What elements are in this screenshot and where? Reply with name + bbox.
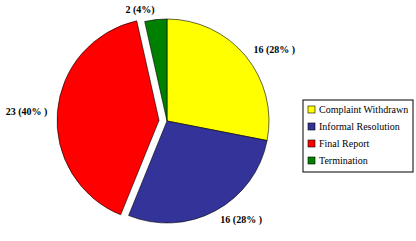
legend-label: Termination xyxy=(319,155,368,166)
data-labels: 16 (28% ) 16 (28% ) 23 (40% ) 2 (4%) xyxy=(6,4,295,226)
legend: Complaint Withdrawn Informal Resolution Fi… xyxy=(303,100,413,172)
slice xyxy=(145,19,167,121)
data-label: 23 (40% ) xyxy=(6,106,48,118)
legend-swatch xyxy=(308,123,315,130)
legend-swatch xyxy=(308,106,315,113)
pie xyxy=(57,19,269,223)
legend-label: Informal Resolution xyxy=(319,121,400,132)
legend-swatch xyxy=(308,157,315,164)
data-label: 16 (28% ) xyxy=(253,44,295,56)
slice xyxy=(57,21,159,215)
legend-frame xyxy=(303,100,413,172)
chart: 16 (28% ) 16 (28% ) 23 (40% ) 2 (4%) Complai… xyxy=(0,0,416,241)
legend-swatch xyxy=(308,140,315,147)
slice xyxy=(167,19,269,141)
data-label: 16 (28% ) xyxy=(220,214,262,226)
legend-label: Complaint Withdrawn xyxy=(319,104,408,115)
data-label: 2 (4%) xyxy=(126,4,155,16)
legend-label: Final Report xyxy=(319,138,369,149)
